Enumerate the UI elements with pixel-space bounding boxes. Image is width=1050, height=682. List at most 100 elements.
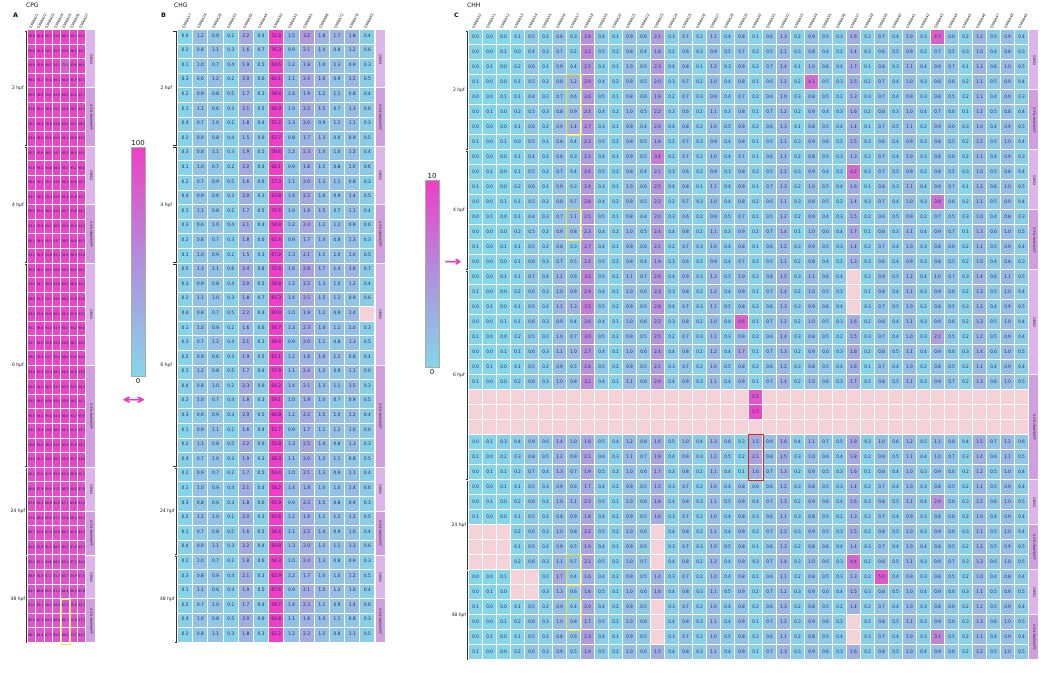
heatmap-cell: 0.3 — [721, 165, 735, 180]
heatmap-row: 0.3 0.6 0.9 0.3 2.0 0.5 66.8 1.2 2.2 1.5 1.0 1.2 0.4 — [178, 409, 376, 425]
heatmap-cell — [931, 390, 945, 405]
heatmap-row: 0.2 0.8 1.1 0.3 1.6 0.7 76.3 0.9 2.1 1.4 0.8 1.2 0.6 — [178, 44, 376, 60]
treatment-block: 0.5% MeOH/SPF — [86, 88, 96, 147]
heatmap-row: 93.8 95.0 96.6 95.2 93.4 96.1 94.9 — [28, 102, 87, 118]
heatmap-cell: 0.6 — [253, 497, 270, 512]
heatmap-cell: 0.2 — [791, 540, 805, 555]
heatmap-cell: 1.3 — [777, 30, 791, 45]
heatmap-row: 94.9 95.6 96.2 94.3 75.1 93.6 96.4 — [28, 59, 87, 74]
heatmap-cell: 0.1 — [469, 375, 483, 390]
heatmap-cell: 87.9 — [44, 467, 54, 483]
heatmap-cell: 1.0 — [193, 555, 209, 570]
heatmap-cell: 0.0 — [497, 180, 511, 195]
heatmap-cell: 0.3 — [665, 210, 679, 225]
heatmap-cell: 0.8 — [525, 450, 539, 465]
heatmap-cell: 0.9 — [707, 255, 721, 270]
heatmap-cell: 0.2 — [178, 511, 194, 527]
heatmap-cell: 0.2 — [223, 117, 239, 133]
heatmap-cell: 95.6 — [44, 336, 54, 352]
heatmap-cell: 1.3 — [777, 345, 791, 360]
heatmap-cell: 94.6 — [44, 394, 54, 410]
context-label-chh: CHH — [467, 2, 481, 9]
heatmap-cell: 1.5 — [284, 30, 300, 45]
heatmap-cell: 0.8 — [875, 375, 889, 390]
heatmap-cell: 96.1 — [78, 205, 87, 220]
heatmap-cell: 0.0 — [469, 630, 483, 645]
heatmap-row: 0.0 0.0 0.0 0.1 0.6 0.2 0.9 1.4 2.7 0.3 0.1 0.9 0.4 2… — [469, 120, 1029, 135]
heatmap-cell: 0.5 — [595, 645, 609, 660]
column-header: S396A78 — [348, 12, 360, 29]
heatmap-cell: 1.4 — [314, 44, 330, 60]
heatmap-cell: 0.2 — [959, 510, 973, 525]
heatmap-cell: 1.1 — [284, 526, 300, 541]
heatmap-cell: 0.3 — [791, 90, 805, 105]
heatmap-cell: 1.3 — [284, 540, 300, 556]
heatmap-cell: 0.1 — [749, 135, 763, 150]
heatmap-cell: 93.6 — [36, 351, 45, 366]
heatmap-cell: 0.8 — [345, 88, 361, 103]
heatmap-cell: 0.5 — [987, 585, 1001, 600]
heatmap-cell: 0.4 — [987, 630, 1001, 645]
heatmap-cell: 1.1 — [284, 365, 300, 381]
heatmap-cell: 1.0 — [345, 584, 361, 600]
heatmap-cell: 3.2 — [581, 270, 595, 285]
heatmap-cell: 0.7 — [679, 30, 693, 45]
row-group-label: 6 hpf — [160, 363, 172, 369]
heatmap-cell: 0.7 — [875, 150, 889, 165]
heatmap-cell: 1.7 — [238, 467, 254, 483]
heatmap-cell: 0.8 — [623, 135, 637, 150]
heatmap-cell: 0.3 — [253, 511, 270, 527]
heatmap-cell: 87.1 — [69, 628, 79, 643]
heatmap-cell: 0.8 — [329, 161, 346, 176]
heatmap-cell: 96.3 — [69, 248, 79, 264]
heatmap-cell: 0.3 — [959, 345, 973, 360]
heatmap-cell: 0.1 — [511, 75, 525, 90]
heatmap-cell: 0.4 — [889, 150, 903, 165]
heatmap-cell — [973, 390, 987, 405]
heatmap-row: 94.5 93.8 95.9 96.2 94.1 95.5 93.4 — [28, 307, 87, 322]
heatmap-cell: 0.9 — [735, 585, 749, 600]
heatmap-row: 0.1 0.0 0.0 0.1 0.5 0.2 0.8 0.9 1.8 0.4 0.2 0.9 0.5 1… — [469, 510, 1029, 525]
heatmap-cell: 94.2 — [28, 248, 37, 264]
heatmap-cell: 1.4 — [284, 292, 300, 308]
column-header: S396A24 — [667, 12, 679, 29]
heatmap-cell: 0.5 — [637, 480, 651, 495]
heatmap-row: 93.7 94.9 95.6 94.4 93.6 96.1 95.0 — [28, 336, 87, 352]
heatmap-cell: 0.8 — [875, 105, 889, 120]
heatmap-cell — [889, 420, 903, 435]
heatmap-cell: 1.2 — [284, 628, 300, 643]
heatmap-cell: 0.5 — [889, 615, 903, 630]
heatmap-cell: 95.2 — [36, 161, 45, 176]
heatmap-cell: 94.2 — [69, 117, 79, 133]
heatmap-cell: 0.2 — [959, 240, 973, 255]
heatmap-cell — [553, 390, 567, 405]
heatmap-cell: 0.2 — [833, 165, 847, 180]
heatmap-cell — [483, 420, 497, 435]
heatmap-cell: 0.9 — [345, 59, 361, 74]
heatmap-cell: 0.4 — [525, 45, 539, 60]
heatmap-cell: 0.4 — [223, 132, 239, 147]
heatmap-cell: 2.1 — [299, 584, 315, 600]
heatmap-cell: 0.3 — [539, 315, 553, 330]
heatmap-cell: 0.8 — [805, 540, 819, 555]
heatmap-row: 0.3 0.8 0.6 0.3 1.8 0.6 65.9 0.9 2.3 1.5 0.8 0.9 0.3 — [178, 497, 376, 512]
heatmap-row: 0.0 0.1 0.1 0.2 0.7 0.4 1.3 0.7 1.9 0.5 0.2 1.0 0.6 1… — [469, 465, 1029, 480]
heatmap-cell: 0.2 — [959, 630, 973, 645]
heatmap-cell: 0.6 — [637, 180, 651, 195]
heatmap-cell: 96.1 — [44, 146, 54, 162]
heatmap-cell: 0.3 — [567, 240, 581, 255]
heatmap-cell: 0.4 — [721, 345, 735, 360]
heatmap-cell: 0.6 — [525, 525, 539, 540]
heatmap-cell: 0.4 — [1015, 525, 1029, 540]
heatmap-cell: 0.9 — [623, 570, 637, 585]
row-group: 6 hpf — [453, 270, 469, 480]
heatmap-cell: 0.4 — [637, 165, 651, 180]
heatmap-cell: 0.1 — [497, 315, 511, 330]
heatmap-cell: 93.7 — [61, 161, 70, 176]
heatmap-cell: 90.8 — [28, 482, 37, 497]
heatmap-cell: 0.8 — [931, 135, 945, 150]
heatmap-cell: 0.5 — [987, 465, 1001, 480]
heatmap-cell: 1.2 — [973, 540, 987, 555]
heatmap-cell: 94.8 — [36, 30, 45, 45]
heatmap-cell: 0.8 — [875, 180, 889, 195]
